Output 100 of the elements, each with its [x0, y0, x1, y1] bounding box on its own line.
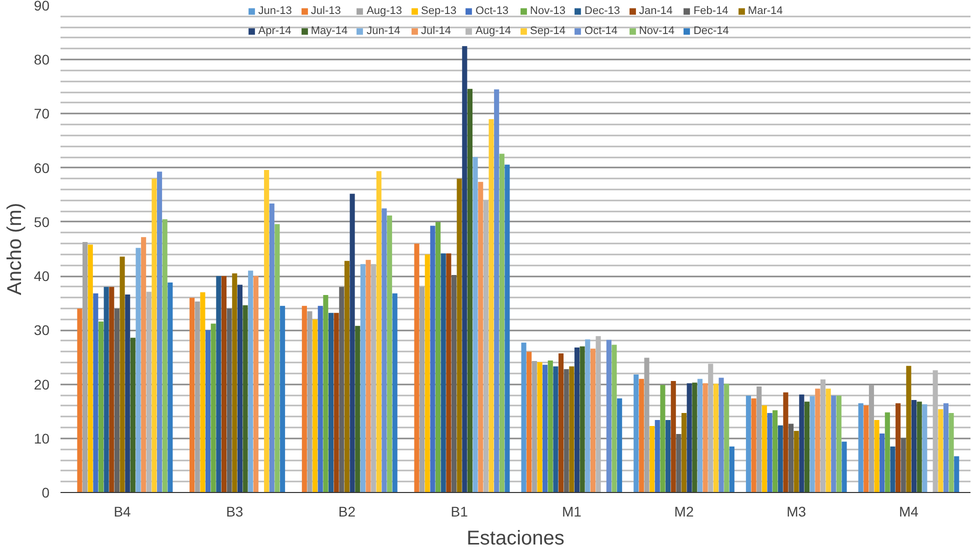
- legend-label: Nov-14: [638, 25, 674, 37]
- bar: [804, 402, 810, 492]
- bar: [650, 426, 655, 492]
- bar: [318, 306, 323, 492]
- bar: [948, 412, 954, 492]
- bar: [387, 215, 392, 492]
- bar: [692, 382, 698, 492]
- bar: [162, 219, 168, 492]
- y-tick-label: 80: [34, 52, 50, 68]
- bar: [697, 378, 703, 492]
- bar: [210, 324, 216, 492]
- legend-label: Sep-14: [530, 25, 566, 37]
- y-tick-label: 40: [34, 268, 50, 284]
- bar: [98, 322, 104, 492]
- bar: [794, 430, 799, 492]
- bar: [253, 276, 258, 492]
- bar: [467, 88, 472, 492]
- bar: [339, 286, 344, 492]
- bar: [564, 369, 569, 492]
- bar: [88, 244, 93, 492]
- x-tick-label: M1: [562, 504, 582, 520]
- bar: [504, 164, 510, 492]
- bar: [478, 182, 484, 492]
- bar: [499, 154, 504, 492]
- bar: [302, 306, 307, 492]
- bar: [472, 157, 478, 492]
- bar: [82, 242, 88, 492]
- x-tick-label: M3: [786, 504, 806, 520]
- bar: [152, 178, 157, 492]
- legend-label: Aug-14: [476, 25, 512, 37]
- bar: [864, 405, 869, 492]
- bar: [446, 253, 452, 492]
- bar: [858, 403, 864, 492]
- bar: [355, 326, 360, 492]
- bar: [328, 312, 334, 492]
- bar: [783, 392, 788, 492]
- bar: [890, 446, 896, 492]
- y-tick-label: 0: [42, 484, 50, 500]
- bar: [414, 244, 420, 492]
- bar: [569, 366, 574, 492]
- bar: [880, 434, 885, 492]
- x-tick-label: M2: [674, 504, 694, 520]
- x-axis-title: Estaciones: [466, 528, 564, 550]
- bar: [916, 402, 922, 492]
- bar: [190, 298, 195, 492]
- legend-label: Apr-14: [258, 25, 292, 37]
- bar: [93, 293, 98, 492]
- bar: [729, 446, 734, 492]
- bar: [548, 360, 553, 492]
- bar: [772, 410, 778, 492]
- bar: [360, 264, 366, 492]
- bar: [392, 293, 398, 492]
- bar: [724, 384, 730, 492]
- bar: [323, 294, 328, 492]
- legend-label: Mar-14: [748, 5, 783, 17]
- y-tick-label: 50: [34, 214, 50, 230]
- bar: [788, 424, 794, 492]
- bar: [248, 270, 254, 492]
- y-tick-label: 10: [34, 430, 50, 446]
- bar: [585, 339, 590, 492]
- legend-label: Feb-14: [693, 5, 728, 17]
- bar: [553, 366, 558, 492]
- bar: [274, 224, 280, 492]
- bar: [104, 286, 109, 492]
- bar: [634, 374, 639, 492]
- bar: [376, 171, 382, 492]
- legend-label: May-14: [310, 25, 348, 37]
- bar: [842, 442, 847, 492]
- bar: [221, 276, 227, 492]
- bar: [660, 384, 666, 492]
- bar: [280, 306, 286, 492]
- bar: [436, 222, 441, 492]
- bar: [521, 342, 526, 492]
- bar: [681, 412, 687, 492]
- legend-label: Jan-14: [638, 5, 673, 17]
- bar: [120, 256, 125, 492]
- bar: [606, 340, 612, 492]
- bar: [900, 438, 906, 492]
- legend-label: Dec-14: [693, 25, 729, 37]
- bar: [826, 388, 831, 492]
- bar: [537, 362, 542, 492]
- bar: [157, 172, 162, 492]
- y-tick-label: 30: [34, 322, 50, 338]
- bar: [831, 396, 836, 492]
- bar: [264, 170, 270, 492]
- bar: [617, 398, 622, 492]
- legend-label: Oct-13: [476, 5, 509, 17]
- bar: [884, 412, 890, 492]
- bar: [713, 384, 718, 492]
- bar: [756, 386, 762, 492]
- bar: [938, 409, 944, 492]
- bar: [542, 364, 548, 492]
- bar: [430, 226, 436, 492]
- bar: [424, 254, 430, 492]
- x-tick-label: M4: [898, 504, 919, 520]
- bar: [751, 398, 756, 492]
- y-tick-label: 90: [34, 0, 50, 14]
- bar: [456, 178, 462, 492]
- bar: [574, 347, 580, 492]
- bar: [382, 208, 387, 492]
